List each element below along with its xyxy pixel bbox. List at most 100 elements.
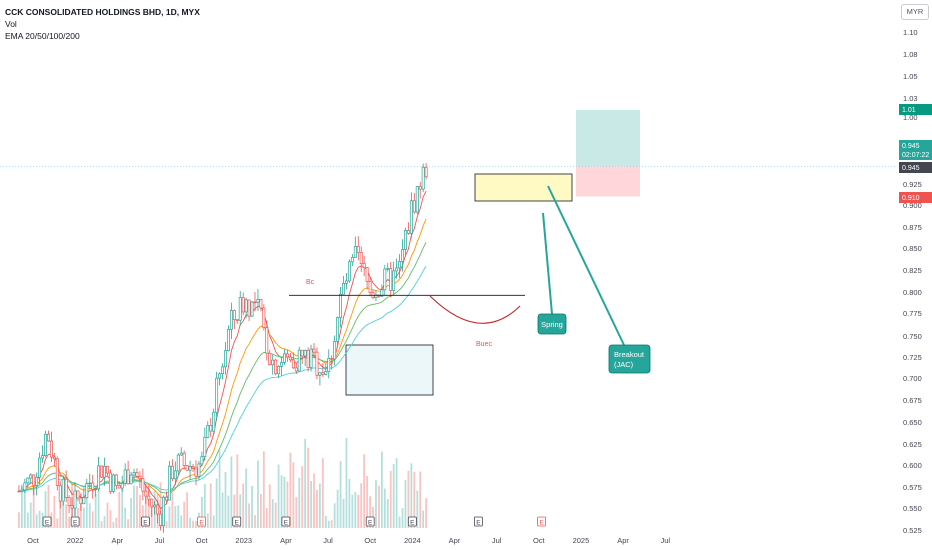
candle-body (404, 230, 407, 250)
candle-body (259, 298, 263, 309)
candle-body (226, 329, 230, 351)
candle-body (103, 465, 106, 478)
volume-bar (133, 485, 135, 528)
candle-body (20, 489, 24, 492)
volume-bar (257, 460, 259, 528)
volume-bar (171, 492, 174, 528)
volume-bar (65, 504, 68, 528)
candle-body (61, 478, 65, 502)
earnings-marker (197, 516, 207, 527)
candle-body (265, 327, 269, 354)
volume-bar (212, 515, 215, 528)
volume-bar (121, 484, 124, 528)
volume-bar (245, 468, 248, 528)
volume-bar (192, 520, 194, 528)
volume-bar (324, 515, 327, 528)
stop-badge: 0.910 (902, 195, 920, 202)
candle-body (256, 298, 260, 303)
volume-bar (18, 512, 20, 528)
candle-body (285, 353, 289, 358)
candle-body (138, 475, 142, 479)
candle-body (303, 349, 307, 357)
candle-body (238, 297, 242, 321)
volume-bar (168, 506, 171, 528)
candle-body (215, 377, 219, 413)
volume-bar (165, 521, 168, 528)
volume-label[interactable]: Vol (5, 19, 17, 29)
candle-body (117, 485, 121, 489)
candle-body (235, 319, 239, 321)
breakout-arrow (547, 185, 625, 346)
candle-body (356, 246, 360, 253)
volume-bar (29, 502, 32, 528)
candle-body (380, 289, 384, 297)
candle-body (350, 257, 354, 263)
candle-body (318, 372, 322, 376)
y-tick-label: 0.925 (903, 180, 922, 189)
x-tick-label: Jul (492, 536, 502, 545)
volume-bar (354, 492, 357, 528)
stop-zone (576, 166, 640, 197)
candle-body (170, 465, 174, 480)
candle-body (44, 433, 47, 456)
price-axis[interactable]: 1.101.081.051.031.000.9750.9500.9250.900… (903, 28, 922, 535)
candle-body (49, 440, 53, 458)
candle-body (294, 367, 298, 372)
volume-bar (186, 492, 189, 528)
volume-bar (224, 471, 227, 528)
volume-bar (416, 490, 419, 528)
candle-body (224, 350, 227, 368)
volume-bar (130, 497, 132, 528)
volume-bar (259, 493, 262, 528)
volume-bar (280, 475, 283, 528)
candle-body (159, 513, 163, 527)
candle-body (150, 498, 154, 508)
ema-label[interactable]: EMA 20/50/100/200 (5, 31, 80, 41)
volume-bar (206, 513, 209, 528)
candle-body (55, 458, 59, 487)
volume-bar (85, 482, 88, 528)
earnings-marker (140, 516, 150, 527)
x-tick-label: 2023 (235, 536, 252, 545)
candle-body (244, 299, 248, 313)
volume-bar (248, 503, 250, 528)
candle-body (362, 263, 366, 268)
candle-body (108, 472, 112, 492)
volume-bar (215, 478, 218, 528)
candle-body (415, 186, 419, 213)
candle-body (253, 301, 257, 304)
candle-body (383, 268, 387, 291)
time-axis[interactable]: Oct 2022 Apr Jul Oct 2023 Apr Jul Oct 2024 Apr Jul O… (27, 516, 670, 545)
candle-body (41, 455, 45, 459)
candle-body (398, 261, 402, 269)
candle-body (347, 261, 351, 282)
volume-bar (203, 484, 206, 528)
volume-bar (38, 510, 41, 528)
candle-body (126, 469, 130, 485)
symbol-title[interactable]: CCK CONSOLIDATED HOLDINGS BHD, 1D, MYX (5, 7, 200, 17)
candle-body (209, 425, 213, 432)
candle-body (182, 452, 186, 466)
volume-bar (115, 517, 118, 528)
candle-body (365, 267, 369, 282)
volume-bar (82, 507, 85, 528)
y-tick-label: 0.650 (903, 418, 922, 427)
volume-bar (209, 483, 212, 528)
volume-bar (339, 461, 342, 528)
x-tick-label: Apr (617, 536, 629, 545)
volume-bar (189, 517, 191, 528)
candle-body (336, 317, 340, 342)
volume-bar (88, 503, 91, 528)
volume-bar (386, 499, 389, 528)
volume-bar (277, 464, 280, 528)
volume-bar (139, 494, 141, 528)
candle-body (271, 359, 275, 366)
y-tick-label: 0.900 (903, 201, 922, 210)
volume-bar (316, 489, 318, 528)
volume-bar (262, 451, 265, 528)
currency-button[interactable]: MYR (901, 4, 929, 20)
earnings-letter: E (368, 520, 373, 527)
candle-body (268, 352, 272, 366)
x-tick-label: Oct (364, 536, 377, 545)
